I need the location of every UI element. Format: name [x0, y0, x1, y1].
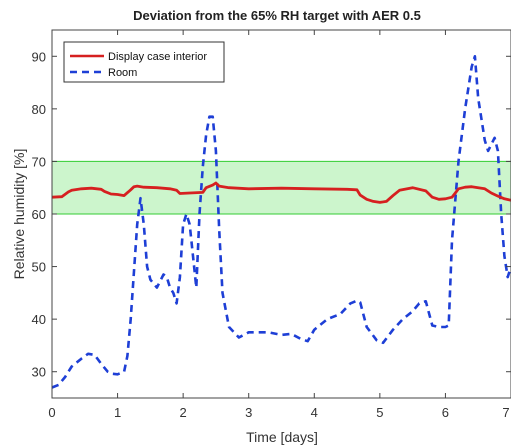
y-tick-label: 40 [32, 312, 46, 327]
x-axis-label: Time [days] [246, 429, 318, 445]
x-axis-ticks: 0 1 2 3 4 5 6 7 [48, 30, 511, 420]
y-tick-label: 50 [32, 260, 46, 275]
series-line-room [51, 55, 511, 389]
x-tick-label: 0 [48, 405, 55, 420]
y-tick-label: 30 [32, 365, 46, 380]
x-tick-label: 4 [311, 405, 318, 420]
legend-box [63, 41, 225, 83]
y-tick-label: 70 [32, 154, 46, 169]
plot-area [51, 29, 511, 399]
legend-label-display-case-interior: Display case interior [108, 51, 207, 63]
series-line-display-case-interior [51, 181, 511, 204]
x-tick-label: 7 [502, 405, 509, 420]
x-tick-label: 3 [245, 405, 252, 420]
y-axis-label: Relative humidity [%] [11, 149, 27, 280]
legend: Display case interior Room [63, 41, 225, 83]
legend-label-room: Room [108, 67, 137, 79]
y-tick-label: 60 [32, 207, 46, 222]
x-tick-label: 6 [442, 405, 449, 420]
x-tick-label: 2 [180, 405, 187, 420]
y-tick-label: 80 [32, 102, 46, 117]
chart-title: Deviation from the 65% RH target with AE… [133, 8, 421, 23]
series-layer [51, 55, 511, 389]
y-axis-ticks: 30 40 50 60 70 80 90 [32, 49, 511, 380]
y-tick-label: 90 [32, 49, 46, 64]
x-tick-label: 1 [114, 405, 121, 420]
x-tick-label: 5 [376, 405, 383, 420]
